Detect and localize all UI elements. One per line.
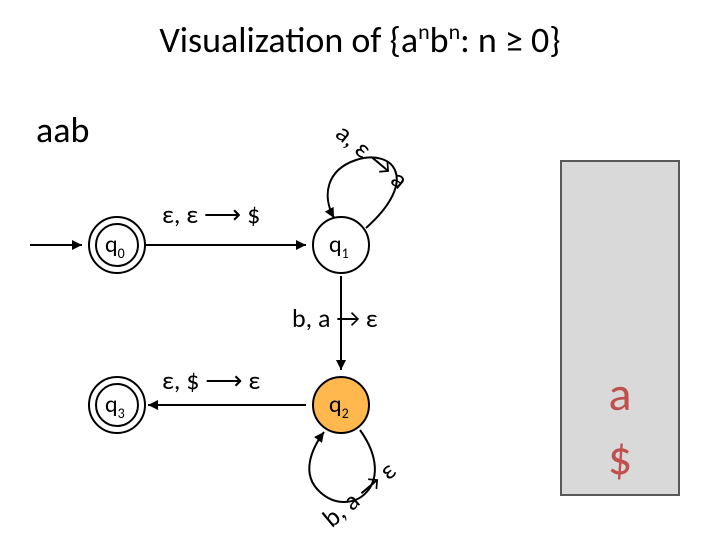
state-label-q3: q3 [105, 390, 125, 422]
stack-cell-0: a [560, 364, 680, 423]
state-label-q2: q2 [329, 390, 349, 422]
transition-label-t3: ε, $ ⟶ ε [162, 364, 260, 396]
transition-label-t2: b, a → ε [292, 302, 378, 334]
input-string: aab [36, 108, 89, 152]
stack-cell-1: $ [560, 428, 680, 487]
transition-label-t0: ε, ε ⟶ $ [162, 198, 260, 230]
transition-label-t4: b, a → ε [316, 454, 402, 534]
transition-label-t1: a, ε → a [330, 117, 415, 196]
state-label-q1: q1 [329, 230, 349, 262]
state-label-q0: q0 [105, 230, 125, 262]
slide-title: Visualization of {anbn: n ≥ 0} [0, 18, 720, 62]
